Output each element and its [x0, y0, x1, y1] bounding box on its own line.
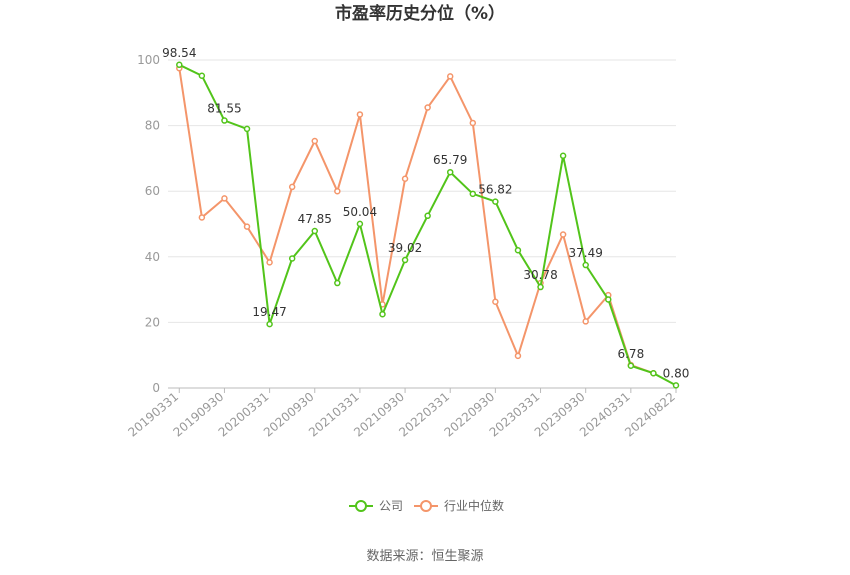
x-axis: 2019033120190930202003312020093020210331… [125, 387, 678, 440]
data-point[interactable] [492, 298, 499, 305]
data-point[interactable] [605, 296, 612, 303]
data-point[interactable] [514, 246, 522, 254]
source-note: 数据来源：恒生聚源 [366, 549, 483, 564]
legend-label: 行业中位数 [444, 498, 504, 513]
series-0 [176, 61, 680, 389]
data-point[interactable] [379, 310, 386, 318]
data-point[interactable] [356, 111, 364, 118]
data-point[interactable] [559, 152, 567, 160]
y-axis: 0 20 40 60 80 100 [137, 53, 160, 395]
data-point[interactable] [243, 125, 251, 133]
legend-label: 公司 [379, 499, 403, 513]
chart-title: 市盈率历史分位（%） [335, 3, 505, 24]
legend-item-0[interactable]: 公司 [349, 499, 403, 513]
y-tick-label: 60 [145, 184, 160, 198]
data-point[interactable] [446, 73, 454, 80]
data-point[interactable] [221, 117, 228, 124]
data-point[interactable] [469, 190, 477, 198]
data-point[interactable] [401, 175, 409, 182]
y-tick-label: 100 [137, 53, 160, 67]
data-point[interactable] [288, 255, 296, 262]
data-point[interactable] [198, 72, 206, 79]
legend[interactable]: 公司 行业中位数 [349, 498, 504, 513]
data-point[interactable] [221, 195, 228, 202]
data-point[interactable] [356, 220, 364, 228]
data-point[interactable] [311, 227, 319, 235]
data-label: 50.04 [343, 205, 377, 219]
data-point[interactable] [334, 279, 341, 287]
data-point[interactable] [266, 259, 273, 266]
data-label: 19.47 [252, 305, 286, 319]
y-tick-label: 40 [145, 250, 160, 264]
data-point[interactable] [424, 212, 431, 220]
legend-swatch-marker [420, 500, 432, 512]
series-layer [176, 61, 680, 389]
data-point[interactable] [446, 168, 454, 176]
series-1 [176, 64, 657, 377]
data-labels: 98.54 81.55 19.47 47.85 50.04 39.02 65.79 56.82… [162, 46, 689, 381]
legend-item-1[interactable]: 行业中位数 [414, 498, 504, 513]
y-tick-label: 0 [152, 381, 160, 395]
data-point[interactable] [266, 320, 273, 328]
data-point[interactable] [469, 119, 477, 127]
data-point[interactable] [537, 283, 544, 291]
data-point[interactable] [650, 369, 657, 377]
data-label: 81.55 [207, 102, 241, 116]
data-label: 30.78 [523, 268, 557, 282]
data-label: 0.80 [663, 366, 690, 380]
data-point[interactable] [514, 352, 522, 360]
data-point[interactable] [672, 382, 680, 389]
data-label: 65.79 [433, 153, 467, 167]
data-point[interactable] [492, 198, 499, 205]
data-point[interactable] [424, 104, 431, 111]
data-point[interactable] [627, 362, 635, 370]
data-point[interactable] [311, 137, 319, 145]
x-tick-label: 20240822 [622, 390, 678, 440]
series-line [178, 68, 654, 375]
data-point[interactable] [243, 223, 251, 230]
data-point[interactable] [288, 183, 296, 191]
data-point[interactable] [582, 318, 589, 325]
data-label: 56.82 [478, 183, 512, 197]
data-label: 47.85 [298, 212, 332, 226]
series-line [178, 63, 677, 387]
data-label: 98.54 [162, 46, 196, 60]
y-tick-label: 20 [145, 315, 160, 329]
legend-swatch-marker [355, 500, 367, 512]
data-label: 37.49 [569, 246, 603, 260]
y-tick-label: 80 [145, 119, 160, 133]
data-point[interactable] [334, 187, 341, 195]
data-point[interactable] [198, 214, 206, 221]
data-label: 6.78 [617, 347, 644, 361]
data-point[interactable] [176, 61, 183, 69]
data-point[interactable] [582, 261, 589, 269]
data-point[interactable] [559, 231, 567, 238]
data-point[interactable] [401, 256, 409, 264]
data-label: 39.02 [388, 241, 422, 255]
